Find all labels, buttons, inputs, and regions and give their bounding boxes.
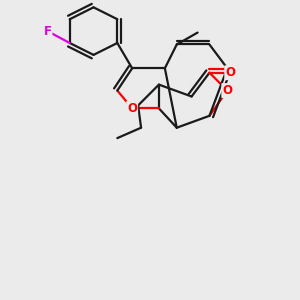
Text: F: F bbox=[44, 25, 52, 38]
Text: O: O bbox=[222, 84, 232, 97]
Text: O: O bbox=[225, 66, 235, 79]
Text: O: O bbox=[127, 102, 137, 115]
